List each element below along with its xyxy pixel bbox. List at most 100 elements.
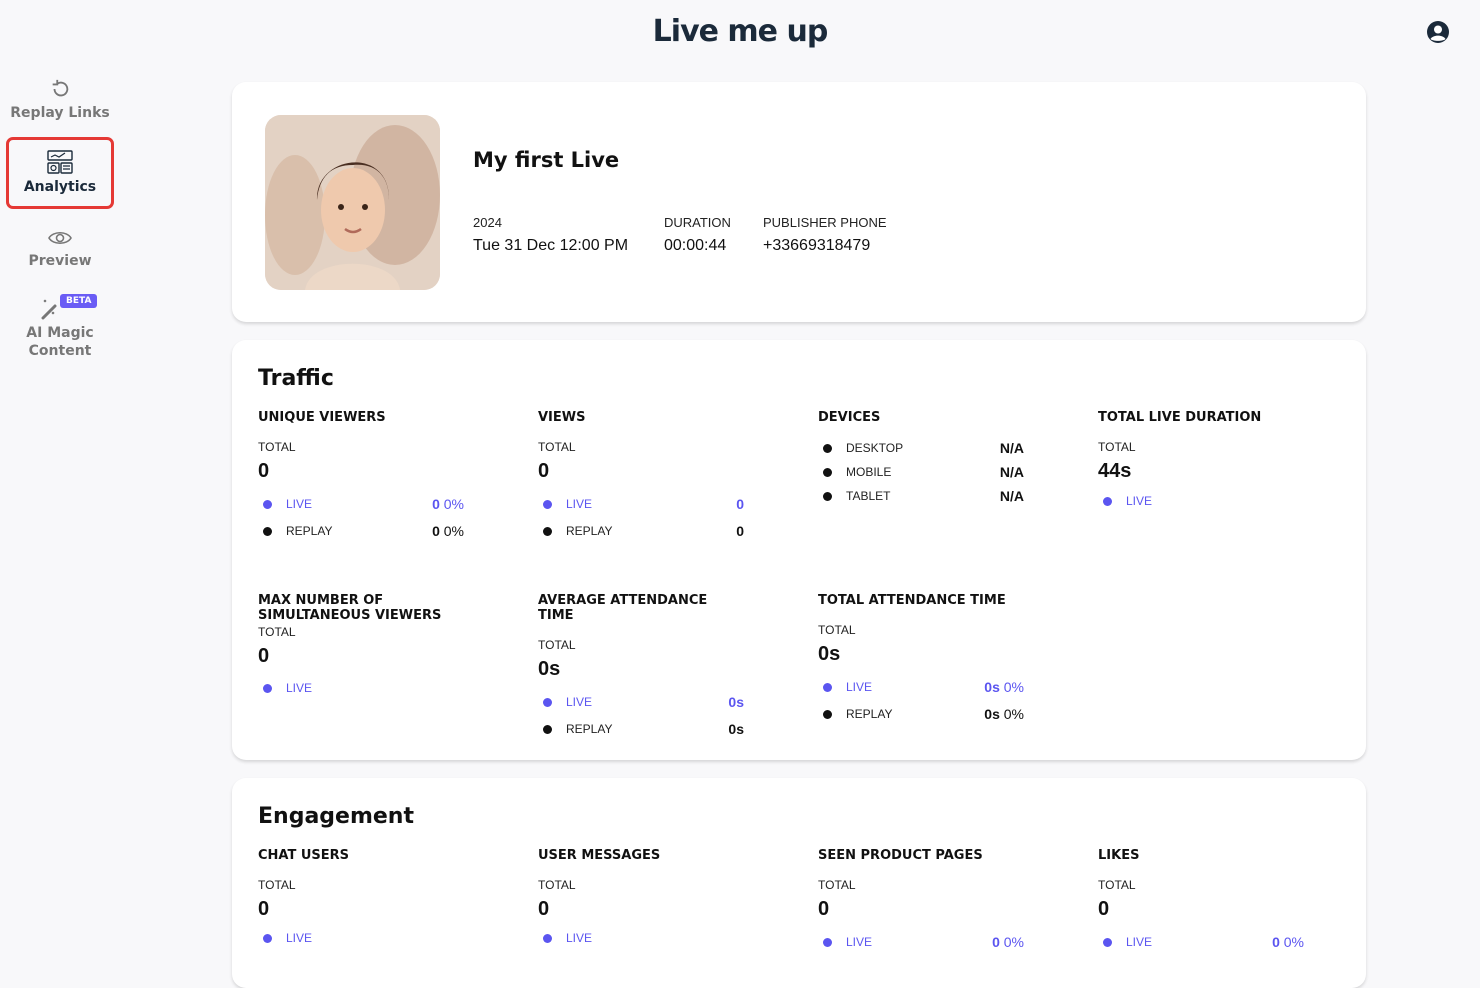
total-value: 44s (1098, 460, 1132, 482)
total-value: 0 (1098, 898, 1110, 920)
live-row: LIVE (538, 929, 744, 956)
live-value: 0 0% (432, 496, 464, 512)
seen-product-pages-stat: SEEN PRODUCT PAGES TOTAL 0 LIVE 0 0% (818, 848, 1024, 960)
live-row: LIVE 0s 0% (818, 678, 1024, 705)
analytics-icon (47, 150, 73, 174)
phone-block: PUBLISHER PHONE +33669318479 (763, 215, 887, 255)
app-logo: Live me up (652, 14, 829, 49)
max-viewers-stat: MAX NUMBER OF SIMULTANEOUS VIEWERS TOTAL… (258, 593, 464, 706)
live-row: LIVE 0 (538, 495, 744, 522)
stat-label: VIEWS (538, 410, 586, 425)
total-label: TOTAL (818, 878, 856, 892)
total-label: TOTAL (538, 440, 576, 454)
live-value: 0 0% (992, 934, 1024, 950)
replay-value: 0 (736, 523, 744, 539)
total-label: TOTAL (258, 878, 296, 892)
views-stat: VIEWS TOTAL 0 LIVE 0 REPLAY 0 (538, 410, 744, 549)
live-pct: 0% (1003, 934, 1024, 950)
average-attendance-stat: AVERAGE ATTENDANCE TIME TOTAL 0s LIVE 0s… (538, 593, 744, 747)
total-value: 0 (258, 645, 270, 667)
live-title: My first Live (473, 148, 620, 172)
live-dot (263, 934, 272, 943)
stat-label: TOTAL LIVE DURATION (1098, 410, 1262, 425)
desktop-row: DESKTOP N/A (818, 439, 1024, 463)
total-label: TOTAL (818, 623, 856, 637)
stat-label-line1: MAX NUMBER OF (258, 593, 384, 608)
mobile-value: N/A (999, 464, 1024, 480)
live-row: LIVE 0 0% (1098, 933, 1304, 960)
sidebar-item-label: Preview (28, 253, 92, 269)
stat-label: UNIQUE VIEWERS (258, 410, 386, 425)
replay-value: 0s (728, 721, 744, 737)
live-pct: 0% (443, 496, 464, 512)
stat-label: AVERAGE ATTENDANCE TIME (538, 593, 708, 623)
unique-viewers-stat: UNIQUE VIEWERS TOTAL 0 LIVE 0 0% REPLAY … (258, 410, 464, 549)
total-value: 0 (538, 460, 550, 482)
total-value: 0s (818, 643, 841, 665)
total-attendance-stat: TOTAL ATTENDANCE TIME TOTAL 0s LIVE 0s 0… (818, 593, 1024, 732)
stat-label: USER MESSAGES (538, 848, 661, 863)
desktop-dot (823, 444, 832, 453)
mobile-label: MOBILE (846, 465, 892, 479)
replay-dot (543, 527, 552, 536)
phone-label: PUBLISHER PHONE (763, 215, 887, 230)
live-count: 0 (432, 496, 440, 512)
total-label: TOTAL (1098, 440, 1136, 454)
magic-wand-icon (41, 299, 57, 320)
live-label: LIVE (286, 931, 313, 945)
live-thumbnail[interactable] (265, 115, 440, 290)
replay-row: REPLAY 0 0% (258, 522, 464, 549)
live-date-block: 2024 Tue 31 Dec 12:00 PM (473, 215, 628, 255)
replay-value: 0 0% (432, 523, 464, 539)
live-dot (543, 698, 552, 707)
total-label: TOTAL (258, 440, 296, 454)
thumbnail-image (265, 115, 440, 290)
desktop-value: N/A (999, 440, 1024, 456)
live-dot (263, 500, 272, 509)
user-account-icon[interactable] (1426, 20, 1450, 44)
user-messages-stat: USER MESSAGES TOTAL 0 LIVE (538, 848, 744, 956)
total-label: TOTAL (538, 878, 576, 892)
live-info-card: My first Live 2024 Tue 31 Dec 12:00 PM D… (232, 82, 1366, 322)
live-row: LIVE (1098, 492, 1304, 519)
live-date: Tue 31 Dec 12:00 PM (473, 237, 629, 254)
live-pct: 0% (1283, 934, 1304, 950)
total-label: TOTAL (1098, 878, 1136, 892)
tablet-label: TABLET (846, 489, 891, 503)
traffic-card: Traffic UNIQUE VIEWERS TOTAL 0 LIVE 0 0%… (232, 340, 1366, 760)
sidebar-item-label: AI Magic Content (26, 325, 94, 359)
traffic-title: Traffic (258, 366, 334, 391)
live-label: LIVE (566, 931, 593, 945)
sidebar-item-analytics[interactable]: Analytics (6, 137, 114, 209)
replay-dot (823, 710, 832, 719)
replay-icon (52, 79, 69, 97)
live-dot (823, 938, 832, 947)
duration-value: 00:00:44 (664, 237, 727, 254)
live-label: LIVE (566, 497, 593, 511)
stat-label-line2: SIMULTANEOUS VIEWERS (258, 608, 442, 623)
stat-label: LIKES (1098, 848, 1140, 863)
live-dot (543, 500, 552, 509)
total-value: 0 (258, 898, 270, 920)
tablet-value: N/A (999, 488, 1024, 504)
tablet-row: TABLET N/A (818, 487, 1024, 511)
total-live-duration-stat: TOTAL LIVE DURATION TOTAL 44s LIVE (1098, 410, 1304, 519)
live-dot (823, 683, 832, 692)
replay-count: 0 (432, 523, 440, 539)
live-value: 0 0% (1272, 934, 1304, 950)
sidebar-item-replay-links[interactable]: Replay Links (6, 78, 114, 122)
stat-label: SEEN PRODUCT PAGES (818, 848, 983, 863)
sidebar-item-preview[interactable]: Preview (6, 228, 114, 270)
devices-stat: DEVICES DESKTOP N/A MOBILE N/A TABLET N/… (818, 410, 1024, 511)
replay-row: REPLAY 0s 0% (818, 705, 1024, 732)
tablet-dot (823, 492, 832, 501)
live-pct: 0% (1003, 679, 1024, 695)
desktop-label: DESKTOP (846, 441, 904, 455)
total-value: 0s (538, 658, 561, 680)
replay-row: REPLAY 0s (538, 720, 744, 747)
eye-icon (48, 231, 72, 245)
sidebar-item-ai-magic-content[interactable]: AI Magic Content (6, 296, 114, 360)
live-dot (263, 684, 272, 693)
replay-label: REPLAY (286, 524, 333, 538)
likes-stat: LIKES TOTAL 0 LIVE 0 0% (1098, 848, 1304, 960)
